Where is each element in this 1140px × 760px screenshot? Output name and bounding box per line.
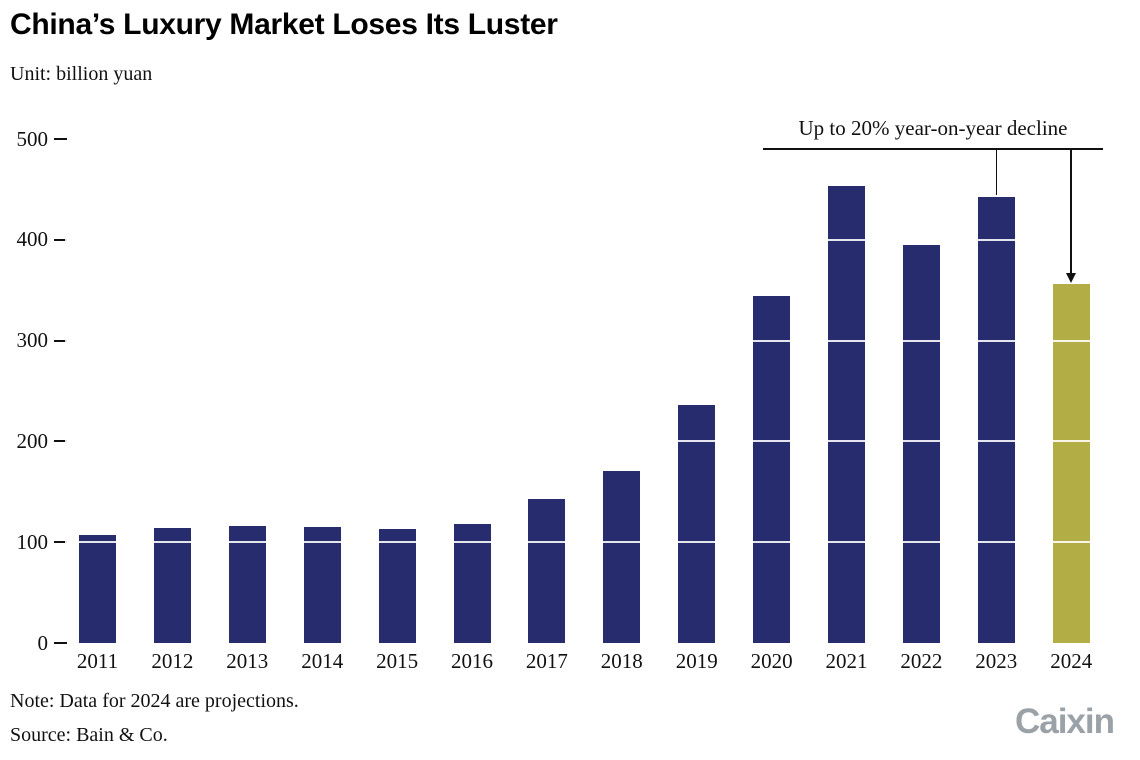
y-tick-mark [54,238,67,241]
annotation-underline [763,148,1103,150]
gridline [65,339,1110,342]
x-tick-label: 2017 [525,649,568,673]
bar-2021 [828,186,865,643]
x-tick-label: 2014 [301,649,344,673]
x-tick-label: 2018 [600,649,643,673]
arrow-down-icon [1066,273,1077,284]
bar-2018 [603,470,641,643]
y-tick-label: 200 [16,428,49,453]
y-tick-label: 0 [37,630,49,655]
x-tick-label: 2020 [750,649,793,673]
unit-label: Unit: billion yuan [10,63,153,85]
bar-2020 [753,296,791,643]
x-tick-label: 2012 [151,649,194,673]
chart-title: China’s Luxury Market Loses Its Luster [10,8,558,41]
x-tick-label: 2016 [451,649,493,673]
y-tick-mark [54,642,67,644]
bar-2023 [977,197,1015,643]
bar-2014 [303,527,341,643]
bar-2022 [902,244,940,643]
bar-2024 [1052,284,1090,643]
gridline [65,541,1110,544]
y-tick-label: 100 [16,529,49,554]
y-tick-mark [54,541,67,544]
y-tick-mark [54,339,67,342]
gridline [65,440,1110,443]
bar-2015 [378,529,416,643]
x-tick-label: 2011 [76,649,119,673]
annotation-text: Up to 20% year-on-year decline [798,116,1068,140]
note-text: Note: Data for 2024 are projections. [10,690,299,712]
x-tick-label: 2019 [675,649,718,673]
y-tick-mark [54,138,67,140]
x-tick-label: 2022 [900,649,943,673]
y-tick-label: 300 [16,328,49,353]
bar-2011 [79,535,116,643]
x-tick-label: 2013 [226,649,269,673]
bar-2019 [678,405,716,643]
x-tick-label: 2015 [376,649,419,673]
bar-2017 [528,498,566,643]
y-tick-label: 500 [16,126,49,151]
y-tick-label: 400 [16,227,49,252]
annotation-arrow-shaft [1070,148,1072,275]
caixin-logo: Caixin [1014,702,1115,741]
x-tick-label: 2023 [975,649,1018,673]
source-text: Source: Bain & Co. [10,724,168,746]
x-tick-label: 2024 [1050,649,1093,673]
bar-2013 [228,526,266,643]
y-tick-mark [54,440,67,443]
bar-2012 [153,528,191,643]
gridline [65,238,1110,241]
x-tick-label: 2021 [825,649,868,673]
bar-2016 [453,524,491,643]
annotation-drop-line-2023 [995,148,998,196]
